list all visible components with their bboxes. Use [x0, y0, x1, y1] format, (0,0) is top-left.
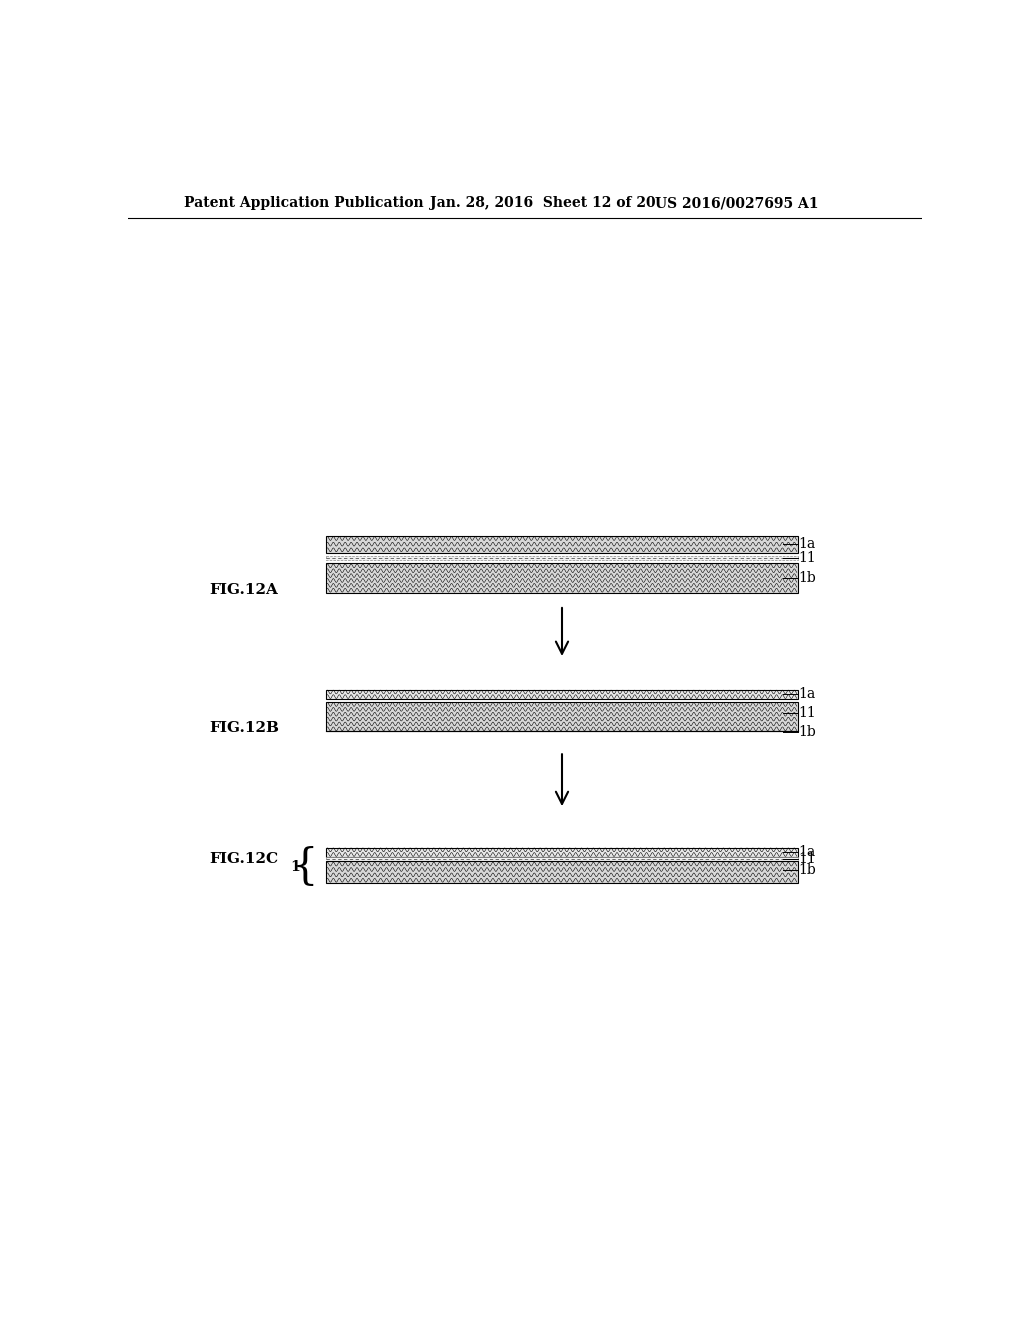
Text: 1b: 1b	[799, 725, 816, 739]
Bar	[326, 564, 799, 593]
Text: 1: 1	[290, 859, 300, 874]
Text: FIG.12B: FIG.12B	[209, 721, 280, 735]
Bar	[326, 702, 799, 731]
Text: 11: 11	[799, 853, 816, 866]
Bar	[326, 847, 799, 857]
Text: 1b: 1b	[799, 572, 816, 585]
Text: 11: 11	[799, 706, 816, 719]
Bar	[326, 862, 799, 883]
Text: Patent Application Publication: Patent Application Publication	[183, 197, 424, 210]
Text: 1b: 1b	[799, 863, 816, 876]
Text: 1a: 1a	[799, 688, 816, 701]
Bar	[326, 857, 799, 862]
Bar	[326, 536, 799, 553]
Text: {: {	[292, 846, 318, 888]
Bar	[326, 556, 799, 560]
Text: Jan. 28, 2016  Sheet 12 of 20: Jan. 28, 2016 Sheet 12 of 20	[430, 197, 656, 210]
Text: 1a: 1a	[799, 537, 816, 552]
Text: 11: 11	[799, 550, 816, 565]
Text: US 2016/0027695 A1: US 2016/0027695 A1	[655, 197, 818, 210]
Text: FIG.12A: FIG.12A	[209, 582, 279, 597]
Bar	[326, 689, 799, 700]
Text: 1a: 1a	[799, 845, 816, 859]
Text: FIG.12C: FIG.12C	[209, 853, 279, 866]
